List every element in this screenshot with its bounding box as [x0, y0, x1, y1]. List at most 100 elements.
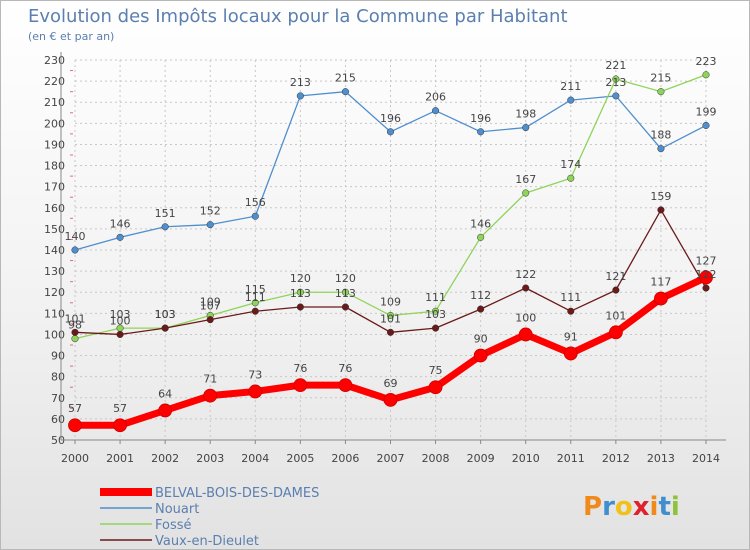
logo-letter: i — [650, 492, 659, 522]
y-tick-label: 190 — [44, 138, 65, 151]
logo-text: Proxiti — [583, 492, 680, 522]
data-label: 188 — [650, 129, 671, 142]
data-point — [654, 291, 668, 306]
data-point — [432, 107, 440, 115]
data-point — [477, 305, 485, 313]
data-label: 101 — [380, 312, 401, 325]
logo-letter: x — [633, 492, 650, 522]
data-label: 196 — [380, 112, 401, 125]
y-tick-label: 60 — [51, 413, 65, 426]
data-label: 109 — [200, 295, 221, 308]
data-point — [702, 284, 710, 292]
data-label: 101 — [65, 312, 86, 325]
data-label: 117 — [650, 276, 671, 289]
x-tick-label: 2010 — [512, 452, 540, 465]
data-point — [657, 145, 665, 153]
data-point — [206, 221, 214, 229]
data-label: 103 — [425, 308, 446, 321]
axes: 5060708090100110120130140150160170180190… — [44, 52, 726, 465]
data-label: 199 — [696, 105, 717, 118]
data-label: 100 — [110, 314, 131, 327]
y-tick-label: 80 — [51, 371, 65, 384]
data-label: 64 — [158, 387, 172, 400]
data-point — [428, 380, 443, 395]
data-label: 103 — [155, 308, 176, 321]
y-tick-label: 150 — [44, 223, 65, 236]
data-point — [158, 403, 173, 418]
data-label: 211 — [560, 80, 581, 93]
logo-letter: t — [658, 492, 670, 522]
data-label: 112 — [470, 289, 491, 302]
x-tick-label: 2012 — [602, 452, 630, 465]
series-group — [68, 71, 713, 433]
data-label: 120 — [290, 272, 311, 285]
data-label: 120 — [335, 272, 356, 285]
y-tick-label: 70 — [51, 392, 65, 405]
y-tick-label: 230 — [44, 54, 65, 67]
data-label: 198 — [515, 108, 536, 121]
data-label: 101 — [605, 309, 626, 322]
data-point — [432, 324, 440, 332]
data-label: 122 — [696, 268, 717, 281]
data-label: 69 — [384, 377, 398, 390]
data-point — [383, 392, 398, 407]
data-point — [567, 307, 575, 315]
x-tick-label: 2001 — [106, 452, 134, 465]
data-label: 146 — [110, 217, 131, 230]
data-label: 113 — [335, 287, 356, 300]
y-tick-label: 220 — [44, 75, 65, 88]
data-label: 215 — [335, 72, 356, 85]
x-tick-label: 2004 — [241, 452, 269, 465]
data-point — [567, 174, 575, 182]
data-label: 100 — [515, 311, 536, 324]
data-label: 221 — [605, 59, 626, 72]
data-labels: 140 146 151 152 156 213 215 196 206 196 198 211 213 1… — [65, 55, 717, 415]
x-tick-label: 2006 — [331, 452, 359, 465]
y-tick-label: 100 — [44, 328, 65, 341]
data-label: 107 — [200, 300, 221, 313]
data-point — [657, 206, 665, 214]
data-point — [473, 348, 488, 363]
data-point — [248, 384, 263, 399]
data-label: 103 — [110, 308, 131, 321]
y-tick-label: 130 — [44, 265, 65, 278]
data-point — [702, 71, 710, 79]
data-label: 103 — [155, 308, 176, 321]
data-label: 215 — [650, 72, 671, 85]
data-label: 167 — [515, 173, 536, 186]
data-label: 113 — [290, 287, 311, 300]
y-tick-label: 140 — [44, 244, 65, 257]
data-label: 90 — [474, 333, 488, 346]
data-point — [296, 303, 304, 311]
data-label: 151 — [155, 207, 176, 220]
data-label: 140 — [65, 230, 86, 243]
proxiti-logo: Proxiti — [583, 492, 680, 522]
logo-letter: P — [583, 492, 602, 522]
x-tick-label: 2002 — [151, 452, 179, 465]
y-tick-label: 160 — [44, 202, 65, 215]
data-label: 146 — [470, 217, 491, 230]
data-point — [161, 324, 169, 332]
data-label: 213 — [605, 76, 626, 89]
data-point — [567, 96, 575, 104]
data-label: 115 — [245, 283, 266, 296]
data-label: 156 — [245, 196, 266, 209]
legend-label: Nouart — [155, 502, 199, 517]
data-label: 98 — [68, 319, 82, 332]
data-label: 213 — [290, 76, 311, 89]
data-label: 71 — [203, 373, 217, 386]
data-point — [206, 316, 214, 324]
data-point — [386, 311, 395, 319]
data-point — [563, 346, 578, 361]
data-point — [699, 270, 713, 285]
data-label: 57 — [68, 402, 82, 415]
y-tick-label: 120 — [44, 286, 65, 299]
data-point — [477, 128, 485, 136]
data-label: 111 — [245, 291, 266, 304]
data-label: 127 — [696, 254, 717, 267]
legend-label: Vaux-en-Dieulet — [155, 534, 259, 549]
data-label: 73 — [248, 368, 262, 381]
data-point — [341, 88, 349, 96]
x-tick-label: 2000 — [61, 452, 89, 465]
